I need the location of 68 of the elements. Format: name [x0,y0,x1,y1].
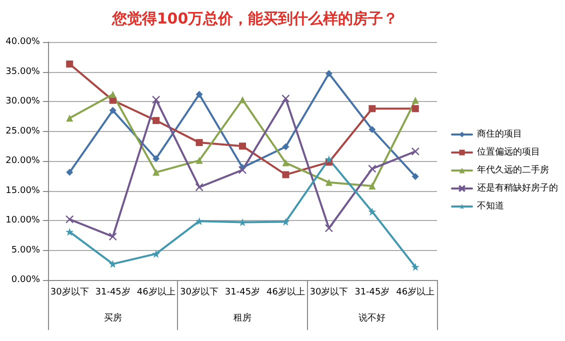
point [324,155,333,164]
point [282,143,290,150]
point [66,114,74,122]
point [152,168,160,176]
point [239,96,246,104]
point [152,155,160,162]
text: 买房 [104,312,122,324]
point [324,224,334,232]
x-tick-label: 31-45岁 [95,286,130,298]
point [238,218,246,226]
point [152,117,160,124]
chart-title: 您觉得100万总价，能买到什么样的房子？ [110,10,398,28]
x-tick-label: 46岁以上 [136,286,176,298]
point [412,172,419,180]
legend-label: 商住的项目 [477,128,522,140]
point [282,159,290,166]
point [368,208,376,216]
legend-label: 年代久远的二手房 [477,164,549,176]
point [325,70,332,78]
point [109,106,116,114]
point [368,182,376,190]
point [195,183,204,192]
point [412,105,419,112]
legend-label: 不知道 [477,200,504,212]
x-tick-label: 46岁以上 [266,286,305,298]
point [196,139,203,146]
legend-label: 还是有稍缺好房子的 [477,182,558,194]
point [282,218,290,226]
y-tick-label: 40.00% [6,37,40,47]
point [196,90,203,98]
y-tick-label: 5.00% [11,245,40,256]
y-tick-label: 30.00% [6,96,40,106]
point [152,96,160,104]
point [152,250,160,258]
point [66,228,74,236]
point [282,94,290,103]
x-tick-label: 31-45岁 [224,286,260,298]
x-tick-label: 46岁以上 [396,286,435,298]
x-tick-label: 31-45岁 [354,286,390,298]
y-tick-label: 15.00% [6,186,40,196]
point [66,215,74,224]
point [66,168,74,176]
x-tick-label: 30岁以下 [180,286,219,298]
x-tick-label: 30岁以下 [310,286,348,298]
point [66,60,74,68]
point [368,164,376,173]
point [368,105,376,112]
point [411,147,420,156]
point [195,217,204,226]
point [238,166,247,174]
y-tick-label: 35.00% [6,66,40,77]
y-tick-label: 25.00% [6,126,40,136]
point [109,90,116,98]
point [196,156,203,164]
x-tick-label: 30岁以下 [50,286,89,298]
y-tick-label: 10.00% [6,216,40,226]
y-tick-label: 0.00% [11,275,40,285]
point [325,178,332,186]
legend-label: 位置偏远的项目 [477,146,540,158]
point [412,96,419,104]
point [368,126,376,133]
point [108,232,117,241]
text: 租房 [234,312,252,324]
point [282,171,290,178]
point [239,142,246,150]
point [411,262,420,271]
y-tick-label: 20.00% [6,156,40,166]
text: 说不好 [358,312,386,324]
